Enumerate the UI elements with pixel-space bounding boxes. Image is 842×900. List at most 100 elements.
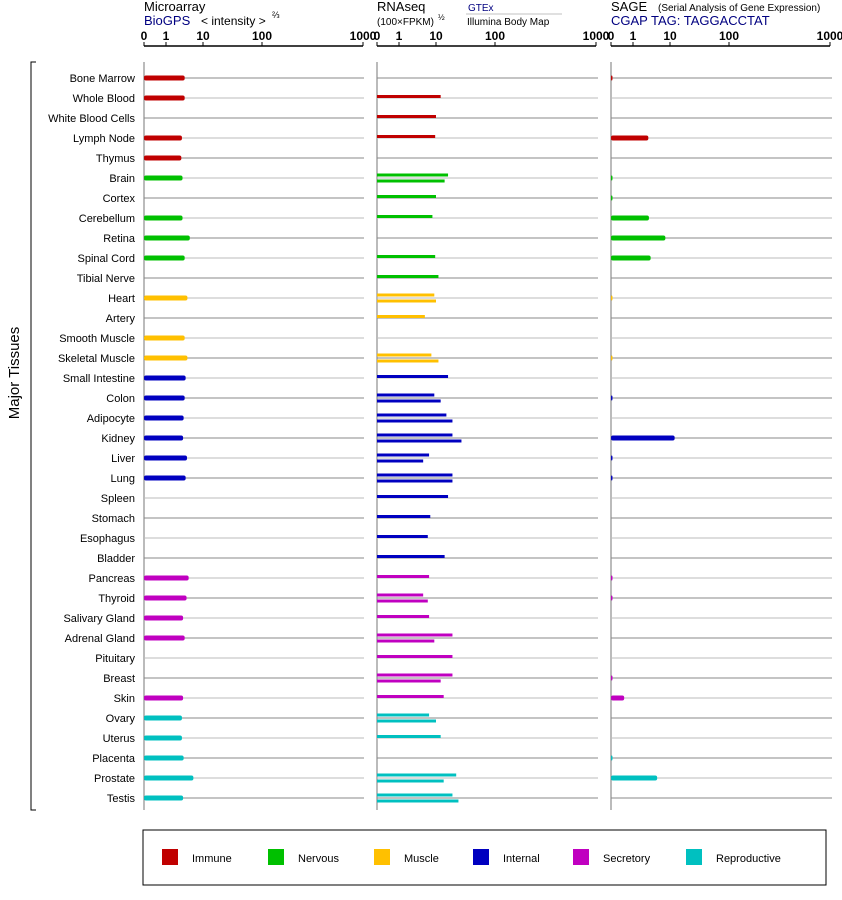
tissue-label: Uterus: [103, 733, 136, 745]
tissue-label: White Blood Cells: [48, 113, 135, 125]
bar: [377, 439, 462, 443]
tissue-label: Thyroid: [98, 593, 135, 605]
tissue-label: Testis: [107, 793, 136, 805]
bar: [377, 773, 457, 777]
bar: [611, 475, 613, 481]
bar: [377, 293, 435, 297]
tissue-label: Artery: [106, 313, 136, 325]
bar: [611, 235, 666, 241]
panel-title: Microarray: [144, 0, 206, 14]
bar: [144, 775, 194, 781]
bar: [377, 255, 436, 258]
bar: [377, 593, 424, 597]
panel-subtitle: CGAP TAG: TAGGACCTAT: [611, 13, 770, 28]
bar: [144, 435, 184, 441]
bar: [144, 175, 183, 181]
bar: [611, 215, 649, 221]
bar: [377, 315, 425, 318]
tissue-label: Pancreas: [89, 573, 136, 585]
bar: [144, 335, 185, 341]
legend-label: Reproductive: [716, 853, 781, 865]
panel-subtitle: (100×FPKM): [377, 17, 434, 28]
tissue-label: Liver: [111, 453, 135, 465]
bar: [611, 675, 613, 681]
x-tick-label: 100: [719, 29, 739, 43]
tissue-label: Adrenal Gland: [65, 633, 135, 645]
tissue-label: Spleen: [101, 493, 135, 505]
bar: [144, 95, 185, 101]
tissue-label: Bladder: [97, 553, 135, 565]
y-axis-label: Major Tissues: [6, 327, 23, 420]
bar: [144, 295, 188, 301]
bar: [377, 359, 439, 363]
tissue-label: Colon: [106, 393, 135, 405]
bar: [144, 395, 185, 401]
bar: [377, 639, 435, 643]
bar: [144, 415, 184, 421]
bar: [377, 375, 449, 378]
tissue-label: Kidney: [101, 433, 135, 445]
x-tick-label: 0: [608, 29, 615, 43]
bar: [377, 299, 436, 303]
source-bottom-label: Illumina Body Map: [467, 17, 550, 28]
bar: [377, 695, 444, 698]
bar: [377, 433, 453, 437]
panel-title: RNAseq: [377, 0, 425, 14]
panel-scale-exponent: ⅔: [272, 10, 280, 20]
tissue-label: Lymph Node: [73, 133, 135, 145]
bar: [377, 615, 430, 618]
legend-label: Internal: [503, 853, 540, 865]
bar: [144, 475, 186, 481]
tissue-label: Ovary: [106, 713, 136, 725]
legend-label: Muscle: [404, 853, 439, 865]
tissue-label: Small Intestine: [63, 373, 135, 385]
bar: [144, 215, 183, 221]
x-tick-label: 10: [196, 29, 210, 43]
legend-swatch: [686, 849, 702, 865]
bar: [611, 435, 675, 441]
bar: [377, 115, 436, 118]
bar: [377, 473, 453, 477]
tissue-label: Whole Blood: [73, 93, 135, 105]
bar: [377, 535, 428, 538]
tissue-label: Tibial Nerve: [77, 273, 135, 285]
bar: [144, 235, 190, 241]
bar: [144, 735, 182, 741]
bar: [377, 459, 424, 463]
bar: [144, 575, 189, 581]
bar: [377, 135, 436, 138]
x-tick-label: 1000: [583, 29, 610, 43]
x-tick-label: 100: [485, 29, 505, 43]
bar: [611, 755, 613, 761]
bar: [377, 599, 428, 603]
bar: [144, 695, 184, 701]
bar: [611, 775, 658, 781]
bar: [377, 713, 430, 717]
bar: [144, 595, 187, 601]
tissue-label: Smooth Muscle: [59, 333, 135, 345]
bar: [377, 679, 441, 683]
bar: [377, 393, 435, 397]
tissue-label: Bone Marrow: [70, 73, 135, 85]
bar: [377, 673, 453, 677]
tissue-label: Esophagus: [80, 533, 136, 545]
bar: [144, 255, 185, 261]
bar: [611, 255, 651, 261]
bar: [144, 375, 186, 381]
legend-swatch: [374, 849, 390, 865]
bar: [377, 453, 430, 457]
bar: [377, 95, 441, 98]
bracket-line: [30, 61, 36, 811]
tissue-label: Heart: [108, 293, 135, 305]
bar: [611, 135, 649, 141]
tissue-labels: Bone Marrow Whole Blood White Blood Cells L…: [48, 73, 136, 805]
bar: [377, 495, 449, 498]
bar: [377, 719, 436, 723]
bar: [377, 419, 453, 423]
tissue-label: Stomach: [92, 513, 135, 525]
bar: [377, 555, 445, 558]
x-tick-label: 100: [252, 29, 272, 43]
legend-swatch: [573, 849, 589, 865]
panel-title: SAGE: [611, 0, 647, 14]
